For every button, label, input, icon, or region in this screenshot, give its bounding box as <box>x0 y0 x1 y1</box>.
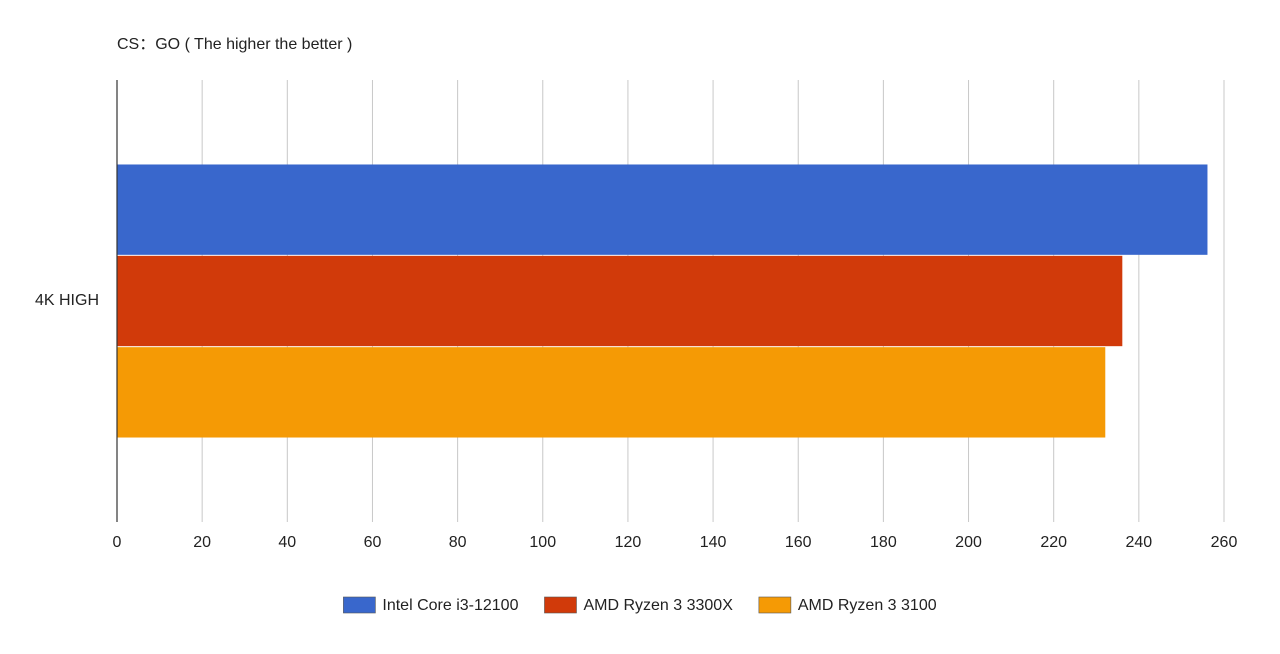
x-tick-label: 160 <box>785 534 812 551</box>
x-tick-label: 60 <box>364 534 382 551</box>
x-tick-label: 180 <box>870 534 897 551</box>
x-tick-label: 260 <box>1211 534 1238 551</box>
x-tick-label: 20 <box>193 534 211 551</box>
x-tick-label: 0 <box>113 534 122 551</box>
x-tick-label: 100 <box>529 534 556 551</box>
x-tick-label: 240 <box>1125 534 1152 551</box>
x-tick-label: 120 <box>615 534 642 551</box>
chart-title: CS：GO ( The higher the better ) <box>117 36 352 53</box>
x-tick-label: 220 <box>1040 534 1067 551</box>
x-tick-label: 80 <box>449 534 467 551</box>
y-tick-label: 4K HIGH <box>35 292 99 309</box>
legend-swatch <box>544 596 577 614</box>
bar <box>116 347 1106 438</box>
x-tick-label: 200 <box>955 534 982 551</box>
legend-swatch <box>758 596 792 614</box>
x-tick-label: 140 <box>700 534 727 551</box>
legend-swatch <box>343 596 376 614</box>
bar <box>116 255 1123 347</box>
legend-label: AMD Ryzen 3 3100 <box>798 597 937 614</box>
x-tick-label: 40 <box>278 534 296 551</box>
bar <box>116 164 1208 255</box>
legend-label: AMD Ryzen 3 3300X <box>583 597 733 614</box>
legend-label: Intel Core i3-12100 <box>382 597 518 614</box>
